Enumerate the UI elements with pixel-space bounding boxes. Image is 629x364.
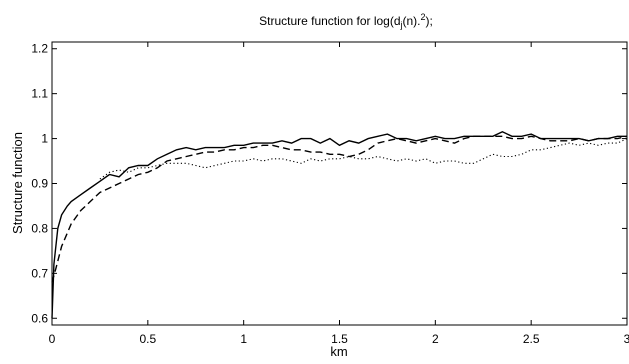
y-tick-label: 0.9 bbox=[31, 177, 48, 191]
plot-area-frame bbox=[51, 41, 628, 326]
x-tick-label: 1 bbox=[240, 332, 247, 346]
y-tick-label: 1.1 bbox=[31, 87, 48, 101]
x-tick-label: 1.5 bbox=[331, 332, 348, 346]
series-layer bbox=[51, 131, 628, 319]
y-axis-label: Structure function bbox=[10, 132, 25, 234]
chart-title: Structure function for log(dj(n).2); bbox=[259, 12, 433, 30]
y-tick-label: 0.7 bbox=[31, 266, 48, 280]
y-tick-label: 0.8 bbox=[31, 221, 48, 235]
x-tick-label: 2 bbox=[432, 332, 439, 346]
x-tick-label: 0.5 bbox=[139, 332, 156, 346]
axis-ticks: 0 0.5 1 1.5 2 2.5 3 0.6 0.7 0.8 0.9 1 1.1 1.2 bbox=[31, 42, 629, 346]
series-line-dashed bbox=[51, 135, 628, 283]
y-tick-label: 1 bbox=[41, 132, 48, 146]
x-tick-label: 0 bbox=[49, 332, 56, 346]
x-tick-label: 3 bbox=[624, 332, 629, 346]
y-tick-label: 1.2 bbox=[31, 42, 48, 56]
x-axis-label: km bbox=[330, 344, 347, 359]
series-line-solid bbox=[51, 131, 627, 319]
y-tick-label: 0.6 bbox=[31, 311, 48, 325]
x-tick-label: 2.5 bbox=[523, 332, 540, 346]
